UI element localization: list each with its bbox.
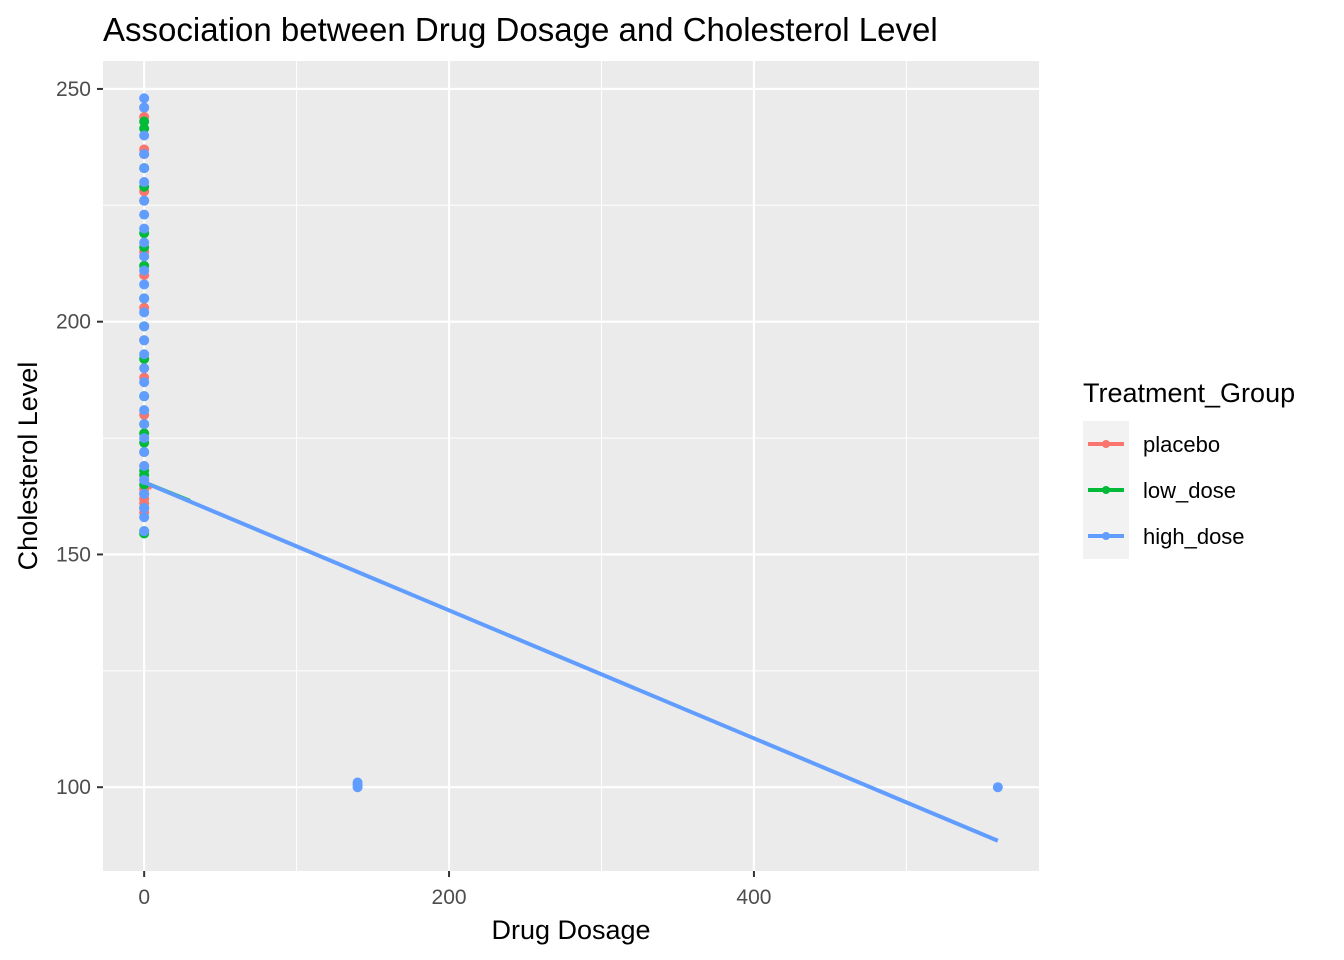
- data-point: [139, 512, 150, 523]
- data-point: [139, 461, 150, 471]
- y-tick-label: 250: [56, 78, 91, 101]
- data-layer: [139, 93, 1003, 843]
- data-point: [139, 251, 150, 262]
- data-point: [139, 447, 150, 458]
- data-point: [139, 433, 150, 444]
- legend-point-swatch: [1102, 486, 1110, 494]
- data-point: [992, 782, 1003, 793]
- legend-item-high_dose: high_dose: [1088, 524, 1245, 549]
- plot-panel: [103, 61, 1039, 871]
- data-point: [139, 377, 150, 388]
- data-point: [139, 502, 150, 513]
- data-point: [139, 349, 150, 360]
- data-point: [139, 405, 150, 416]
- data-point: [139, 526, 150, 537]
- data-point: [139, 391, 150, 402]
- legend-label: low_dose: [1143, 478, 1236, 503]
- data-point: [139, 130, 150, 141]
- y-tick-label: 100: [56, 776, 91, 799]
- x-axis-title: Drug Dosage: [491, 915, 650, 945]
- data-point: [139, 488, 150, 499]
- data-point: [139, 321, 150, 332]
- data-point: [139, 223, 150, 234]
- data-point: [139, 237, 150, 248]
- legend-label: placebo: [1143, 432, 1220, 457]
- legend-item-low_dose: low_dose: [1088, 478, 1236, 503]
- data-point: [139, 209, 150, 220]
- data-point: [139, 419, 150, 430]
- legend: placebo low_dose high_dose: [1083, 421, 1245, 559]
- data-point: [139, 102, 150, 113]
- y-axis: 100 150 200 250: [56, 78, 103, 799]
- y-axis-title: Cholesterol Level: [13, 362, 43, 571]
- y-tick-label: 150: [56, 543, 91, 566]
- data-point: [139, 335, 150, 346]
- data-point: [352, 782, 363, 793]
- legend-label: high_dose: [1143, 524, 1245, 549]
- data-point: [139, 123, 150, 134]
- data-point: [139, 177, 150, 188]
- y-tick-label: 200: [56, 311, 91, 334]
- legend-point-swatch: [1102, 440, 1110, 448]
- chart-title: Association between Drug Dosage and Chol…: [103, 11, 938, 48]
- legend-point-swatch: [1102, 532, 1110, 540]
- legend-item-placebo: placebo: [1088, 432, 1220, 457]
- x-tick-label: 400: [736, 886, 771, 909]
- data-point: [139, 279, 150, 290]
- x-axis: 0 200 400: [138, 871, 771, 909]
- minor-gridlines: [103, 61, 1039, 871]
- x-tick-label: 0: [138, 886, 150, 909]
- data-point: [139, 149, 150, 160]
- data-point: [139, 265, 150, 276]
- data-point: [139, 363, 150, 374]
- data-point: [139, 163, 150, 174]
- data-point: [139, 116, 150, 127]
- data-point: [139, 293, 150, 304]
- series-high_dose: [139, 93, 1003, 843]
- legend-title: Treatment_Group: [1083, 378, 1295, 408]
- fit-line: [143, 480, 999, 843]
- data-point: [139, 93, 150, 104]
- data-point: [139, 195, 150, 206]
- x-tick-label: 200: [432, 886, 467, 909]
- data-point: [139, 307, 150, 318]
